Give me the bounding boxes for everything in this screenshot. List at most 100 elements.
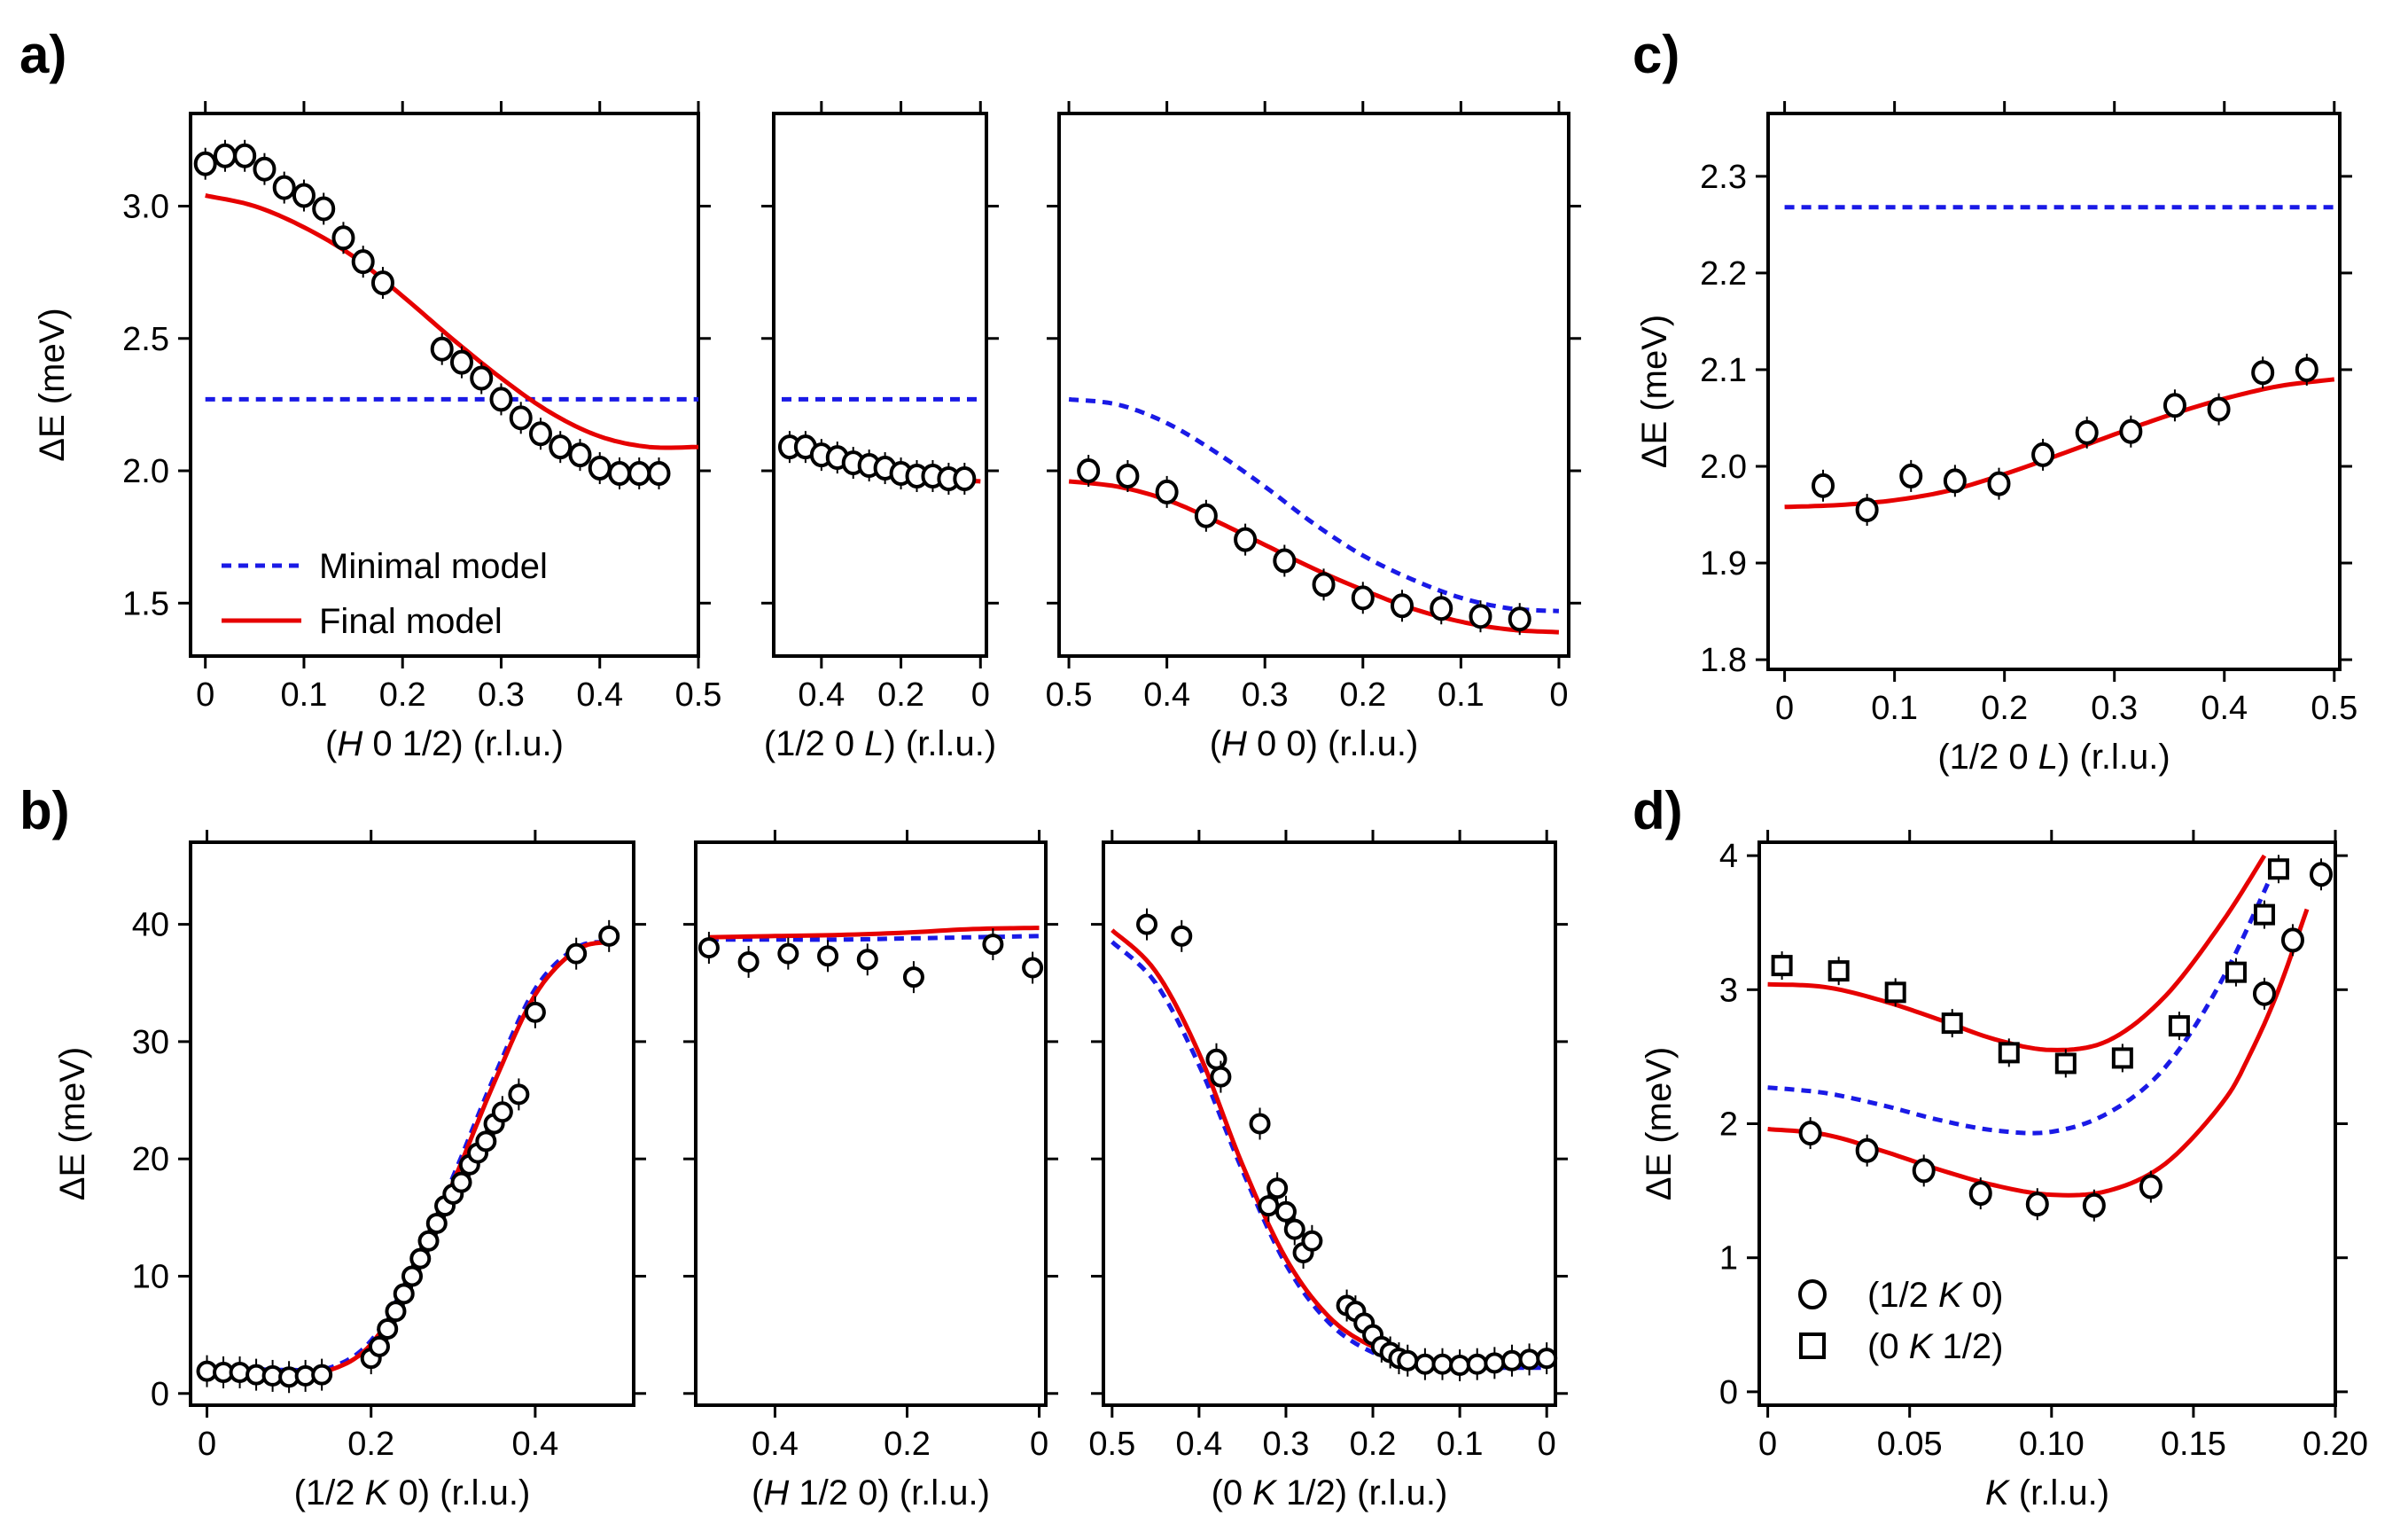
- data-point-square: [2054, 1052, 2077, 1075]
- data-point: [233, 143, 257, 168]
- data-point: [331, 225, 355, 251]
- data-point: [1022, 957, 1044, 979]
- plot-frame: [189, 840, 635, 1407]
- x-axis-label: (H 0 1/2) (r.l.u.): [325, 724, 564, 763]
- x-tick-label: 0.4: [798, 676, 845, 714]
- data-point: [817, 945, 839, 967]
- x-tick-label: 0.2: [884, 1426, 931, 1463]
- data-point-square: [1884, 981, 1906, 1004]
- data-point: [1812, 473, 1835, 498]
- data-point: [213, 143, 237, 168]
- data-point-circle: [1798, 1121, 1822, 1146]
- x-tick-label: 0: [1775, 690, 1794, 727]
- legend-label: Minimal model: [319, 547, 548, 586]
- data-point: [2251, 360, 2275, 386]
- data-point: [409, 1247, 432, 1270]
- data-point: [1397, 1349, 1419, 1372]
- data-point: [470, 365, 494, 391]
- data-point: [1283, 1218, 1305, 1240]
- data-point: [475, 1130, 497, 1153]
- y-axis-label: ΔE (meV): [1635, 315, 1674, 468]
- legend-label: Final model: [319, 602, 503, 641]
- x-tick-label: 0: [1030, 1426, 1048, 1463]
- x-tick-label: 0.20: [2303, 1426, 2368, 1463]
- data-point-square: [2225, 961, 2247, 983]
- data-point: [508, 1083, 530, 1106]
- x-tick-label: 0.4: [752, 1426, 799, 1463]
- chart-b3: 0.5 0.4 0.3 0.2 0.1 0 (0 K 1/2) (r.l.u.): [1088, 830, 1568, 1512]
- x-tick-label: 0.2: [1350, 1426, 1397, 1463]
- data-point: [450, 1171, 472, 1193]
- y-tick-label: 2.0: [1700, 449, 1747, 486]
- data-point: [697, 937, 720, 959]
- data-point-circle: [1855, 1137, 1879, 1163]
- data-point: [982, 934, 1004, 956]
- data-point: [2119, 418, 2143, 444]
- x-tick-label: 0.2: [1339, 676, 1386, 714]
- data-point: [1518, 1348, 1540, 1371]
- x-tick-label: 0.05: [1877, 1426, 1943, 1463]
- data-point: [1205, 1048, 1227, 1070]
- data-point: [568, 442, 592, 468]
- data-point: [393, 1283, 415, 1305]
- chart-a1: 0 0.1 0.2 0.3 0.4 0.5 1.5 2.0 2.5 3.0 (H 0 1/2) (r…: [33, 101, 721, 763]
- y-tick-label: 10: [132, 1258, 169, 1295]
- y-tick-label: 1.8: [1700, 642, 1747, 679]
- y-tick-label: 2: [1719, 1106, 1738, 1144]
- data-point: [856, 949, 878, 971]
- data-point-square: [1771, 955, 1793, 977]
- data-point: [2163, 393, 2186, 418]
- x-tick-label: 0.5: [1046, 676, 1093, 714]
- x-axis-label: (H 0 0) (r.l.u.): [1210, 724, 1419, 763]
- legend-marker-square: [1799, 1333, 1826, 1359]
- x-axis-label: (1/2 0 L) (r.l.u.): [1937, 738, 2170, 777]
- data-point-circle: [2280, 927, 2304, 953]
- y-tick-label: 1.5: [122, 585, 169, 622]
- minimal-model-line: [708, 934, 1040, 942]
- chart-c: 0 0.1 0.2 0.3 0.4 0.5 1.8 1.9 2.0 2.1 2.2 2.3 (1/2 0…: [1635, 101, 2357, 777]
- data-point: [902, 966, 924, 989]
- y-tick-label: 2.3: [1700, 159, 1747, 196]
- data-point: [588, 456, 612, 481]
- data-point-square: [2267, 858, 2289, 880]
- x-axis-label: (1/2 0 L) (r.l.u.): [764, 724, 996, 763]
- data-point: [311, 1364, 333, 1386]
- data-point: [1414, 1353, 1436, 1375]
- y-axis-label: ΔE (meV): [33, 308, 72, 461]
- y-tick-label: 0: [151, 1376, 169, 1413]
- minimal-model-line: [1767, 858, 2281, 1136]
- chart-a3: 0.5 0.4 0.3 0.2 0.1 0 (H 0 0) (r.l.u.): [1046, 101, 1581, 763]
- final-model-line: [1110, 928, 1547, 1367]
- x-tick-label: 0.4: [1175, 1426, 1222, 1463]
- x-tick-label: 0: [1549, 676, 1568, 714]
- data-point: [253, 156, 277, 182]
- data-point: [1430, 596, 1453, 621]
- data-point: [351, 249, 375, 275]
- panel-label-a: a): [19, 25, 66, 84]
- data-point: [1500, 1349, 1523, 1372]
- data-point: [1194, 503, 1218, 528]
- data-point: [193, 151, 217, 176]
- legend-label: (1/2 K 0): [1867, 1276, 2003, 1315]
- data-point: [1943, 468, 1967, 494]
- plot-frame: [1057, 112, 1570, 658]
- data-point: [509, 405, 533, 431]
- data-point: [1171, 925, 1193, 947]
- data-point: [1466, 1353, 1488, 1375]
- data-point: [1431, 1353, 1453, 1375]
- data-point: [370, 270, 394, 296]
- data-point: [1449, 1355, 1471, 1377]
- x-tick-label: 0.1: [1437, 1426, 1484, 1463]
- data-point: [272, 175, 296, 200]
- x-tick-label: 0.3: [2091, 690, 2138, 727]
- minimal-model-line: [207, 939, 610, 1373]
- x-tick-label: 0: [1538, 1426, 1556, 1463]
- data-point-square: [2168, 1015, 2190, 1037]
- data-point-circle: [1912, 1158, 1936, 1184]
- x-tick-label: 0.5: [675, 676, 722, 714]
- data-point: [607, 461, 631, 487]
- x-tick-label: 0: [971, 676, 990, 714]
- x-tick-label: 0.15: [2161, 1426, 2226, 1463]
- plot-area: [207, 939, 610, 1375]
- data-point: [312, 196, 336, 222]
